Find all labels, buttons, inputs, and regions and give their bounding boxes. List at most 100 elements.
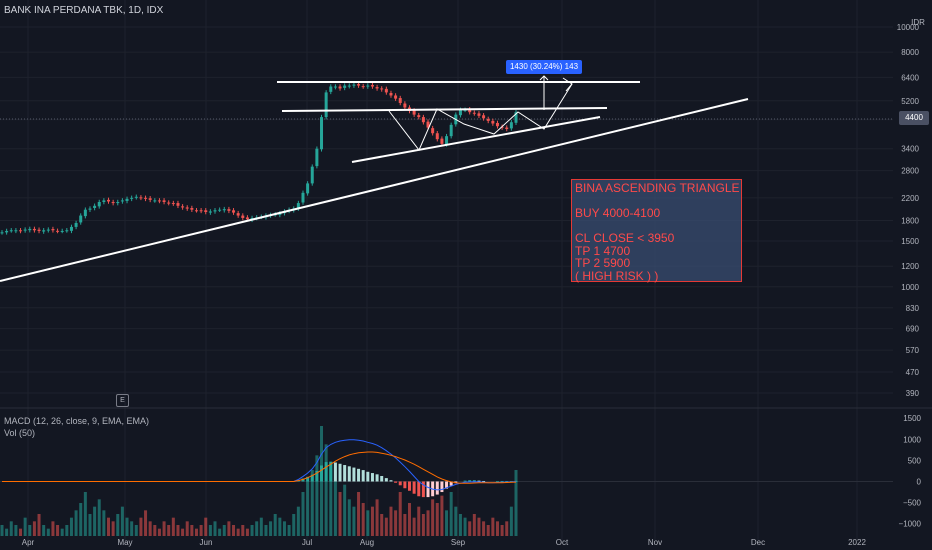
candle-body (431, 128, 435, 134)
macd-histogram-bar (417, 481, 421, 497)
candle-body (389, 92, 393, 96)
volume-bar (42, 525, 46, 536)
candle-body (60, 230, 64, 232)
price-tick-label: 570 (906, 346, 920, 355)
volume-bar (329, 462, 333, 536)
volume-bar (449, 492, 453, 536)
candle-body (495, 122, 499, 127)
volume-bar (375, 499, 379, 536)
projection-path (388, 83, 573, 151)
volume-bar (380, 514, 384, 536)
macd-title[interactable]: MACD (12, 26, close, 9, EMA, EMA) (4, 416, 150, 426)
candle-body (167, 202, 171, 204)
candle-body (232, 210, 236, 213)
candle-body (204, 210, 208, 213)
price-tick-label: 690 (906, 325, 920, 334)
volume-bar (9, 521, 13, 536)
volume-bar (162, 521, 166, 536)
volume-title[interactable]: Vol (50) (4, 428, 36, 438)
volume-bar (315, 455, 319, 536)
volume-bar (199, 525, 203, 536)
macd-histogram-bar (384, 478, 388, 482)
candle-body (477, 113, 481, 116)
volume-bar (88, 514, 92, 536)
triangle-support-line (351, 116, 601, 163)
macd-histogram-bar (495, 481, 499, 483)
candle-body (445, 136, 449, 145)
volume-bar (500, 525, 504, 536)
candle-body (9, 230, 13, 232)
macd-histogram-bar (421, 481, 425, 498)
candle-body (338, 86, 342, 89)
macd-histogram-bar (366, 471, 370, 482)
signal-line (2, 451, 517, 484)
volume-bar (324, 444, 328, 536)
macd-histogram-bar (449, 481, 453, 486)
macd-histogram-bar (324, 462, 328, 482)
volume-bar (389, 506, 393, 536)
macd-histogram-bar (398, 481, 402, 486)
macd-histogram-bar (333, 462, 337, 482)
candle-body (171, 203, 175, 205)
volume-bar (296, 506, 300, 536)
macd-tick-label: 0 (917, 477, 922, 486)
candle-body (435, 133, 439, 140)
candle-body (125, 198, 129, 201)
candle-body (375, 87, 379, 89)
time-tick-label: May (117, 538, 132, 547)
volume-bar (5, 528, 9, 536)
macd-histogram-bar (403, 481, 407, 489)
candle-body (190, 208, 194, 210)
candle-body (162, 200, 166, 202)
macd-histogram-bar (361, 470, 365, 482)
time-tick-label: Jul (302, 538, 312, 547)
volume-bar (74, 510, 78, 536)
note-line-3: BUY 4000-4100 (575, 206, 661, 220)
earnings-marker[interactable]: E (116, 394, 129, 407)
macd-histogram-bar (338, 463, 342, 482)
candle-body (421, 117, 425, 123)
macd-histogram-bar (301, 478, 305, 482)
candle-body (37, 229, 41, 231)
symbol-title[interactable]: BANK INA PERDANA TBK, 1D, IDX (4, 5, 164, 16)
candle-body (384, 88, 388, 93)
macd-histogram-bar (329, 461, 333, 482)
candle-body (51, 229, 55, 231)
volume-bar (130, 521, 134, 536)
volume-bar (472, 514, 476, 536)
macd-histogram-bar (514, 480, 518, 482)
candle-body (130, 197, 134, 199)
price-tick-label: 1800 (901, 216, 919, 225)
candle-body (245, 217, 249, 220)
volume-bar (194, 528, 198, 536)
candle-body (505, 127, 509, 129)
macd-histogram-bar (347, 466, 351, 482)
macd-histogram-bar (500, 481, 504, 483)
volume-bar (171, 517, 175, 536)
volume-bar (208, 525, 212, 536)
volume-bar (491, 517, 495, 536)
volume-bar (347, 499, 351, 536)
time-tick-label: Oct (556, 538, 569, 547)
range-measure-arrow (539, 75, 549, 81)
macd-histogram-bar (407, 481, 411, 491)
volume-bar (514, 470, 518, 536)
candle-body (199, 210, 203, 212)
time-axis: Apr May Jun Jul Aug Sep Oct Nov Dec 2022 (22, 538, 867, 547)
resistance-mid-line (281, 107, 608, 112)
volume-bar (454, 506, 458, 536)
candle-body (83, 209, 87, 217)
volume-bar (352, 506, 356, 536)
volume-bar (338, 492, 342, 536)
candle-body (236, 213, 240, 216)
volume-bar (139, 517, 143, 536)
volume-bar (278, 517, 282, 536)
volume-bar (107, 517, 111, 536)
price-tick-label: 470 (906, 368, 920, 377)
candle-body (491, 120, 495, 124)
volume-bar (509, 506, 513, 536)
volume-bar (250, 525, 254, 536)
volume-bar (273, 514, 277, 536)
candle-body (0, 232, 4, 234)
